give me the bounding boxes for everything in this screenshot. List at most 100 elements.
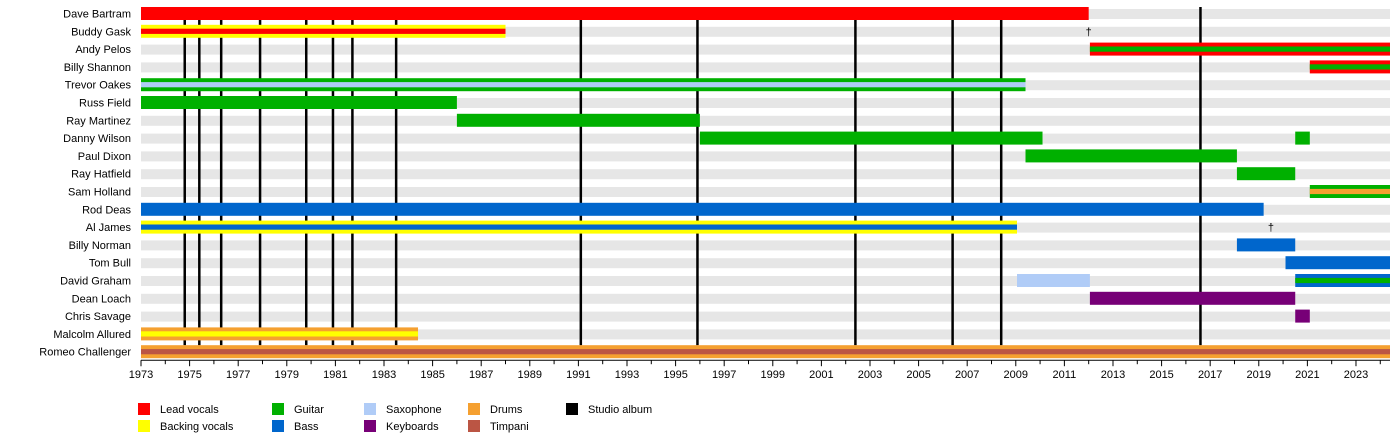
member-bar-backing [141,331,419,337]
member-bar-guitar [1236,167,1296,181]
x-tick-label: 2015 [1149,369,1173,381]
x-tick-label: 2003 [858,369,882,381]
member-bar-lead [141,7,1089,20]
legend-label-drums: Drums [490,404,523,416]
legend-swatch-sax [364,403,376,415]
x-tick-label: 2001 [809,369,833,381]
x-tick-label: 1979 [275,369,299,381]
member-name: Billy Shannon [64,62,131,74]
row-background [141,115,1390,126]
legend-label-keys: Keyboards [386,421,439,433]
row-background [141,240,1390,251]
row-background [141,44,1390,55]
member-bar-bass [1236,238,1296,252]
member-bar-keys [1295,309,1310,323]
x-tick-label: 1983 [372,369,396,381]
legend-label-timpani: Timpani [490,421,529,433]
x-tick-label: 2009 [1004,369,1028,381]
x-tick-label: 1991 [566,369,590,381]
member-bar-sax [141,82,1026,88]
member-bar-guitar [1025,149,1237,163]
member-bar-bass [141,224,1018,230]
x-tick-label: 2017 [1198,369,1222,381]
row-background [141,311,1390,322]
member-bar-sax [1017,274,1090,287]
x-tick-label: 1981 [323,369,347,381]
legend-swatch-timpani [468,420,480,432]
x-tick-label: 1973 [129,369,153,381]
x-tick-label: 1995 [663,369,687,381]
member-bar-guitar [1295,131,1310,145]
member-name: Chris Savage [65,311,131,323]
x-tick-label: 1977 [226,369,250,381]
x-tick-label: 2023 [1344,369,1368,381]
death-marker: † [1086,26,1092,38]
death-marker: † [1268,222,1274,234]
x-tick-label: 2011 [1053,369,1077,381]
member-bar-guitar [1295,277,1390,284]
member-name: Romeo Challenger [39,347,131,359]
member-name: Russ Field [79,98,131,110]
x-tick-label: 2005 [906,369,930,381]
member-name: Dean Loach [72,293,131,305]
member-bar-guitar [141,96,457,109]
member-bar-bass [1285,256,1390,270]
legend-swatch-album [566,403,578,415]
member-name: Malcolm Allured [53,329,131,341]
member-name: Paul Dixon [78,151,131,163]
member-name: David Graham [60,276,131,288]
member-name: Tom Bull [89,258,131,270]
row-background [141,293,1390,304]
member-name: Billy Norman [69,240,131,252]
x-tick-label: 2021 [1295,369,1319,381]
member-name: Andy Pelos [75,44,131,56]
row-background [141,26,1390,37]
x-tick-label: 1989 [518,369,542,381]
x-tick-label: 1987 [469,369,493,381]
x-tick-label: 1997 [712,369,736,381]
legend-label-bass: Bass [294,421,319,433]
row-background [141,151,1390,162]
member-bar-guitar [1089,46,1390,52]
row-background [141,329,1390,340]
row-background [141,187,1390,197]
legend-label-guitar: Guitar [294,404,324,416]
legend-label-sax: Saxophone [386,404,442,416]
row-background [141,258,1390,269]
legend-swatch-lead [138,403,150,415]
legend-swatch-keys [364,420,376,432]
member-name: Sam Holland [68,187,131,199]
x-tick-label: 2007 [955,369,979,381]
member-name: Rod Deas [82,204,131,216]
member-bar-lead [141,28,506,34]
member-name: Dave Bartram [63,9,131,21]
row-background [141,98,1390,108]
member-bar-guitar [1309,64,1390,70]
member-name: Ray Martinez [66,115,131,127]
x-tick-label: 1985 [420,369,444,381]
member-bar-keys [1089,291,1296,305]
member-name: Al James [86,222,132,234]
x-tick-label: 1975 [177,369,201,381]
row-background [141,169,1390,180]
member-bar-guitar [699,131,1043,145]
x-tick-label: 2013 [1101,369,1125,381]
member-bar-timpani [141,349,1390,355]
x-tick-label: 1993 [615,369,639,381]
legend-label-lead: Lead vocals [160,404,219,416]
member-name: Trevor Oakes [65,80,132,92]
row-background [141,62,1390,73]
member-bar-drums [1309,188,1390,195]
member-name: Ray Hatfield [71,169,131,181]
legend-swatch-guitar [272,403,284,415]
x-tick-label: 2019 [1247,369,1271,381]
legend-swatch-drums [468,403,480,415]
legend-swatch-bass [272,420,284,432]
member-name: Buddy Gask [71,26,131,38]
row-background [141,276,1390,286]
legend-label-album: Studio album [588,404,652,416]
legend-swatch-backing [138,420,150,432]
member-bar-guitar [456,113,700,127]
